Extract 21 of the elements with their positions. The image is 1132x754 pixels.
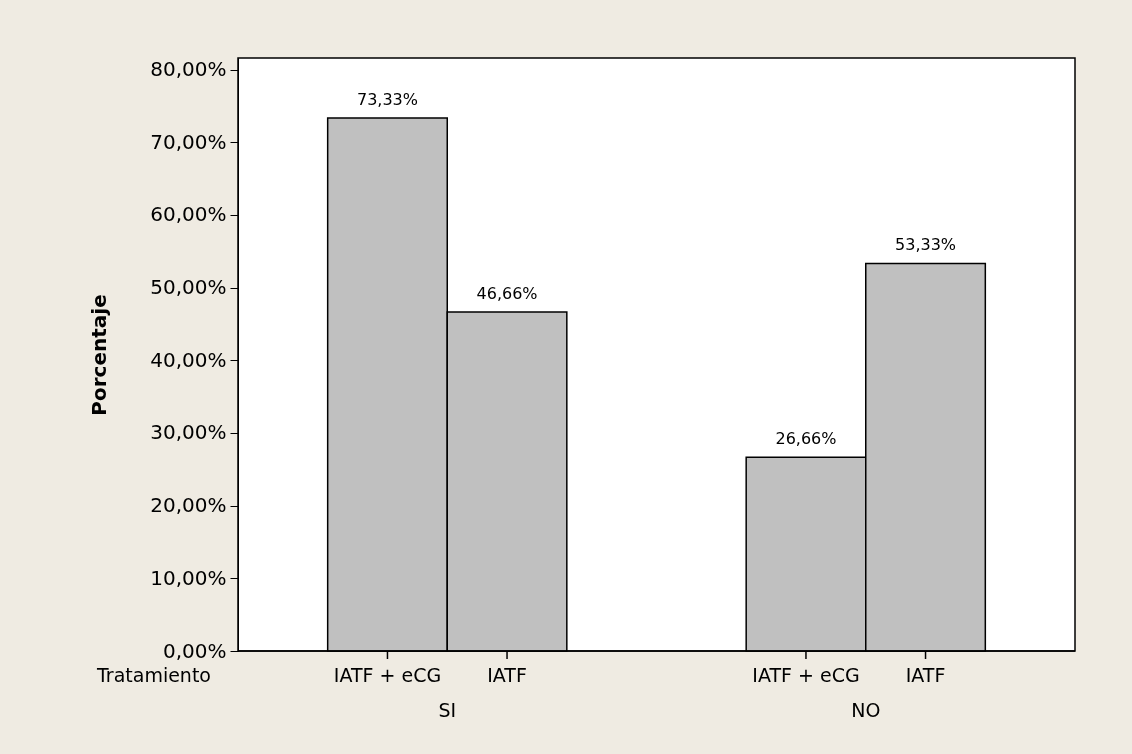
y-axis-title: Porcentaje	[87, 294, 112, 416]
x-tick-label: IATF	[905, 664, 946, 686]
y-tick-label: 30,00%	[150, 420, 227, 445]
y-tick-label: 0,00%	[162, 638, 227, 663]
y-tick-label: 20,00%	[150, 493, 227, 518]
x-tick-label: IATF + eCG	[752, 664, 860, 686]
y-tick-label: 50,00%	[150, 275, 227, 300]
text: NO	[851, 699, 881, 721]
y-tick-label: 40,00%	[150, 347, 227, 372]
y-tick-label: 70,00%	[150, 129, 227, 154]
x-axis-title: Tratamiento	[96, 664, 211, 686]
data-label: 46,66%	[476, 283, 538, 303]
data-label: 26,66%	[775, 429, 837, 449]
y-tick-label: 80,00%	[150, 57, 227, 82]
x-tick-label: IATF	[487, 664, 527, 686]
data-label: 53,33%	[895, 235, 957, 255]
x-tick-label: IATF + eCG	[333, 664, 442, 686]
y-tick-label: 60,00%	[150, 202, 227, 227]
y-tick-label: 10,00%	[150, 565, 227, 590]
text: SI	[438, 699, 457, 721]
data-label: 73,33%	[356, 90, 418, 110]
